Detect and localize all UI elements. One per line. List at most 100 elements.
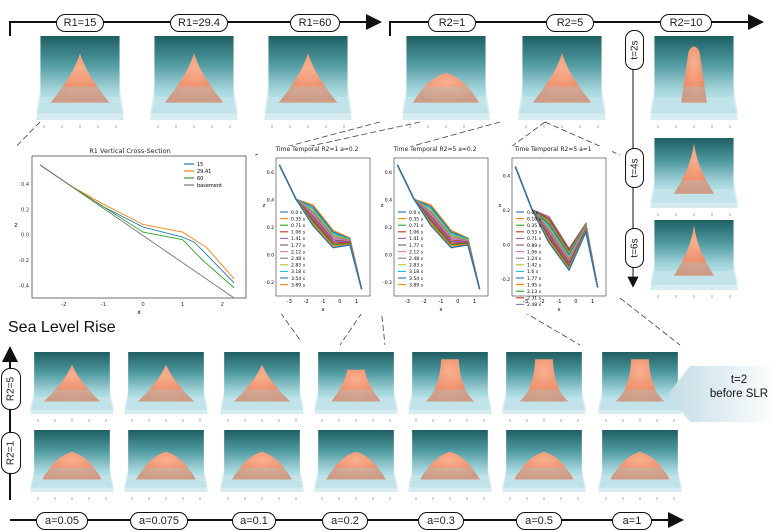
- callout-line-2: before SLR: [709, 388, 769, 400]
- cross-section-plot: -2 -1 0 1 2 0.4 0.2 0.0 -0.2 -0.4 x z 1529.4160basem…: [14, 155, 247, 316]
- temporal-ylabel: z: [263, 203, 266, 209]
- temporal-chart-2-title: Time Temporal R2=5 a=0.2: [393, 146, 477, 153]
- temporal-series-line: [514, 166, 599, 288]
- temporal-xlabel: x: [321, 307, 325, 313]
- temporal-legend-entry: 1.41 s: [291, 236, 306, 242]
- terrain-render: [150, 36, 238, 128]
- label-a-0-05: a=0.05: [36, 512, 88, 530]
- temporal-xtick: -3: [405, 299, 410, 305]
- terrain-render: [220, 352, 304, 422]
- terrain-render: [402, 36, 490, 128]
- temporal-chart-2: Time Temporal R2=5 a=0.2 -3 -2 -1 0 1 0.6 0.4 0…: [376, 146, 494, 314]
- temporal-legend-entry: 0.71 s: [527, 236, 542, 242]
- cross-section-title: R1 Vertical Cross-Section: [89, 147, 171, 155]
- cs-legend-entry: 29.41: [197, 169, 211, 175]
- temporal-legend-entry: 2.48 s: [409, 256, 424, 262]
- label-t-2s: t=2s: [625, 30, 644, 70]
- label-a-0-3: a=0.3: [418, 512, 464, 530]
- temporal-ylabel: z: [499, 203, 502, 209]
- temporal-xtick: -1: [557, 299, 562, 305]
- label-a-1: a=1: [612, 512, 652, 530]
- temporal-xtick: -1: [439, 299, 444, 305]
- label-row-r2-5: R2=5: [1, 368, 21, 410]
- temporal-legend-entry: 1.77 s: [409, 243, 424, 249]
- temporal-ytick: 0.0: [385, 253, 392, 259]
- terrain-render: [408, 430, 492, 500]
- terrain-render: [598, 430, 682, 500]
- temporal-ytick: 0.0: [503, 242, 510, 248]
- temporal-legend-entry: 3.54 s: [291, 276, 306, 282]
- temporal-legend-entry: 3.18 s: [291, 269, 306, 275]
- temporal-legend-entry: 0.0 s: [527, 210, 539, 216]
- temporal-plot-1: -3 -2 -1 0 1 0.6 0.4 0.2 0.0 -0.2 x z 0.0 s0.35 s0.7…: [263, 157, 371, 313]
- cs-xtick: -1: [101, 302, 106, 308]
- temporal-ytick: 0.4: [385, 197, 392, 203]
- label-r2-10: R2=10: [660, 14, 712, 32]
- temporal-legend-entry: 2.83 s: [291, 263, 306, 269]
- temporal-legend-entry: 1.06 s: [291, 230, 306, 236]
- terrain-render: [502, 352, 586, 422]
- label-r1-60: R1=60: [290, 14, 340, 32]
- temporal-legend-entry: 2.12 s: [409, 249, 424, 255]
- label-a-0-075: a=0.075: [130, 512, 188, 530]
- temporal-legend-entry: 0.71 s: [291, 223, 306, 229]
- temporal-legend-entry: 1.41 s: [409, 236, 424, 242]
- temporal-legend-entry: 0.35 s: [527, 223, 542, 229]
- temporal-legend-entry: 1.95 s: [527, 282, 542, 288]
- terrain-render: [264, 36, 352, 128]
- temporal-legend-entry: 2.48 s: [291, 256, 306, 262]
- label-r1-29-4: R1=29.4: [170, 14, 228, 32]
- label-t-6s: t=6s: [625, 228, 644, 268]
- sea-level-rise-title: Sea Level Rise: [8, 319, 116, 336]
- temporal-xtick: -2: [304, 299, 309, 305]
- temporal-legend-entry: 1.06 s: [409, 230, 424, 236]
- terrain-render: [650, 36, 738, 128]
- temporal-legend-entry: 3.54 s: [409, 276, 424, 282]
- temporal-legend-entry: 2.48 s: [527, 302, 542, 308]
- terrain-render: [598, 352, 682, 422]
- cs-ytick: -0.2: [19, 258, 29, 264]
- temporal-ytick: 0.4: [267, 197, 274, 203]
- temporal-chart-1-title: Time Temporal R2=1 a=0.2: [275, 146, 359, 153]
- temporal-legend-entry: 1.77 s: [291, 243, 306, 249]
- temporal-legend-entry: 2.83 s: [409, 263, 424, 269]
- cs-legend-entry: basement: [197, 183, 222, 189]
- temporal-ytick: 0.0: [267, 253, 274, 259]
- temporal-ytick: -0.2: [501, 277, 510, 283]
- temporal-chart-3: Time Temporal R2=5 a=1 -3 -2 -1 0 1 0.4 0.2 0.0…: [494, 146, 612, 314]
- temporal-legend-entry: 1.6 s: [527, 269, 539, 275]
- temporal-xtick: -2: [540, 299, 545, 305]
- terrain-render: [650, 138, 738, 216]
- temporal-legend-entry: 1.06 s: [527, 249, 542, 255]
- callout-line-1: t=2: [730, 374, 748, 386]
- label-a-0-5: a=0.5: [516, 512, 562, 530]
- temporal-legend-entry: 0.71 s: [409, 223, 424, 229]
- cs-ytick: 0.4: [21, 182, 29, 188]
- temporal-legend-entry: 0.0 s: [291, 210, 303, 216]
- label-row-r2-1: R2=1: [1, 432, 21, 474]
- terrain-render: [220, 430, 304, 500]
- label-r2-1: R2=1: [428, 14, 476, 32]
- temporal-xtick: -2: [422, 299, 427, 305]
- temporal-ytick: 0.2: [267, 225, 274, 231]
- cs-xtick: 1: [181, 302, 185, 308]
- temporal-ytick: -0.2: [265, 280, 274, 286]
- temporal-legend-entry: 1.77 s: [527, 276, 542, 282]
- callout-shape: [668, 366, 778, 422]
- cs-legend-entry: 60: [197, 176, 203, 182]
- temporal-legend-entry: 0.35 s: [291, 216, 306, 222]
- temporal-legend-entry: 2.13 s: [527, 289, 542, 295]
- temporal-xtick: -1: [321, 299, 326, 305]
- temporal-ytick: 0.6: [267, 170, 274, 176]
- temporal-legend-entry: 1.42 s: [527, 263, 542, 269]
- temporal-xlabel: x: [439, 307, 443, 313]
- label-r2-5: R2=5: [546, 14, 594, 32]
- temporal-xtick: 1: [473, 299, 476, 305]
- cs-legend-entry: 15: [197, 162, 203, 168]
- terrain-render: [408, 352, 492, 422]
- temporal-ytick: -0.2: [383, 280, 392, 286]
- temporal-legend-entry: 0.0 s: [409, 210, 421, 216]
- temporal-legend-entry: 0.53 s: [527, 230, 542, 236]
- callout-text: t=2 before SLR: [700, 373, 778, 401]
- terrain-render: [314, 430, 398, 500]
